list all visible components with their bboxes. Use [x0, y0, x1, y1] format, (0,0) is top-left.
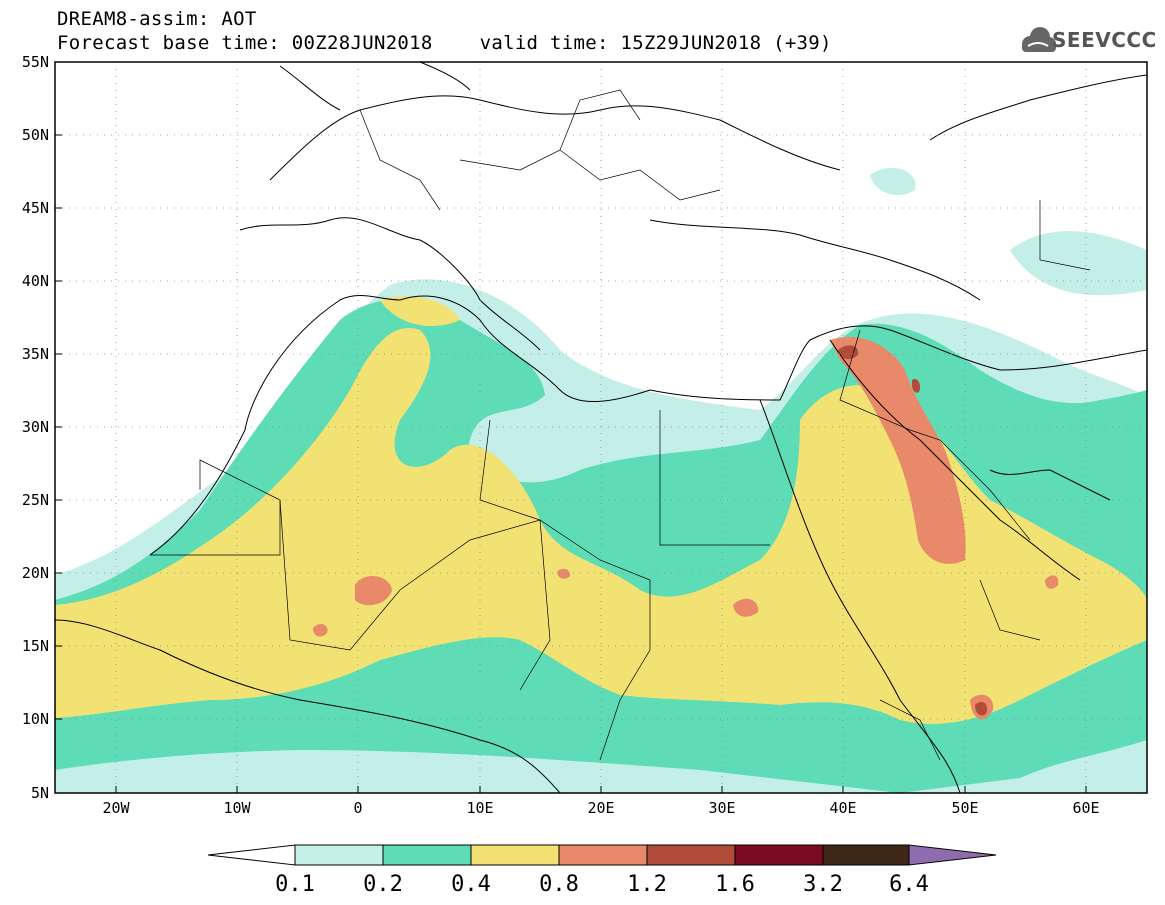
colorbar-cell	[646, 844, 736, 866]
colorbar-label: 0.2	[363, 872, 403, 897]
cloud-icon	[1022, 27, 1056, 52]
colorbar-label: 0.1	[275, 872, 315, 897]
aot-layer-1.2	[838, 345, 988, 716]
lon-label: 10W	[223, 799, 251, 817]
colorbar-cell	[470, 844, 560, 866]
lon-label: 40E	[829, 799, 856, 817]
forecast-times: Forecast base time: 00Z28JUN2018 valid t…	[57, 32, 832, 54]
lon-label: 20W	[102, 799, 130, 817]
lat-label: 45N	[22, 199, 49, 217]
colorbar-cell	[382, 844, 472, 866]
lat-label: 10N	[22, 710, 49, 728]
lon-label: 60E	[1072, 799, 1099, 817]
colorbar-cell	[558, 844, 648, 866]
colorbar-cell	[734, 844, 824, 866]
lon-label: 0	[353, 799, 362, 817]
ticks	[55, 61, 1087, 794]
coastlines	[55, 62, 1147, 793]
graticule	[55, 62, 1147, 793]
colorbar-over-arrow	[908, 844, 997, 866]
colorbar-label: 0.4	[451, 872, 491, 897]
colorbar-under-arrow	[207, 844, 296, 866]
colorbar-label: 0.8	[539, 872, 579, 897]
lat-label: 55N	[22, 53, 49, 71]
lat-label: 40N	[22, 272, 49, 290]
colorbar-label: 1.2	[627, 872, 667, 897]
lon-label: 50E	[951, 799, 978, 817]
lat-label: 35N	[22, 345, 49, 363]
colorbar-label: 3.2	[803, 872, 843, 897]
colorbar-cell	[294, 844, 384, 866]
colorbar-cell	[822, 844, 910, 866]
lon-labels: 20W 10W 0 10E 20E 30E 40E 50E 60E	[102, 799, 1099, 817]
lon-label: 30E	[708, 799, 735, 817]
colorbar-label: 1.6	[715, 872, 755, 897]
lat-labels: 55N 50N 45N 40N 35N 30N 25N 20N 15N 10N …	[22, 53, 49, 802]
colorbar	[207, 844, 997, 866]
lat-label: 5N	[31, 784, 49, 802]
lat-label: 15N	[22, 637, 49, 655]
lon-label: 20E	[587, 799, 614, 817]
lat-label: 50N	[22, 126, 49, 144]
colorbar-label: 6.4	[889, 872, 929, 897]
map-title: DREAM8-assim: AOT	[57, 8, 257, 30]
country-borders	[150, 89, 1091, 761]
lat-label: 30N	[22, 418, 49, 436]
logo-text: SEEVCCC	[1052, 28, 1157, 52]
aot-layer-0.8	[313, 336, 1059, 720]
lon-label: 10E	[466, 799, 493, 817]
colorbar-labels: 0.1 0.2 0.4 0.8 1.2 1.6 3.2 6.4	[275, 872, 929, 897]
lat-label: 25N	[22, 491, 49, 509]
lat-label: 20N	[22, 564, 49, 582]
